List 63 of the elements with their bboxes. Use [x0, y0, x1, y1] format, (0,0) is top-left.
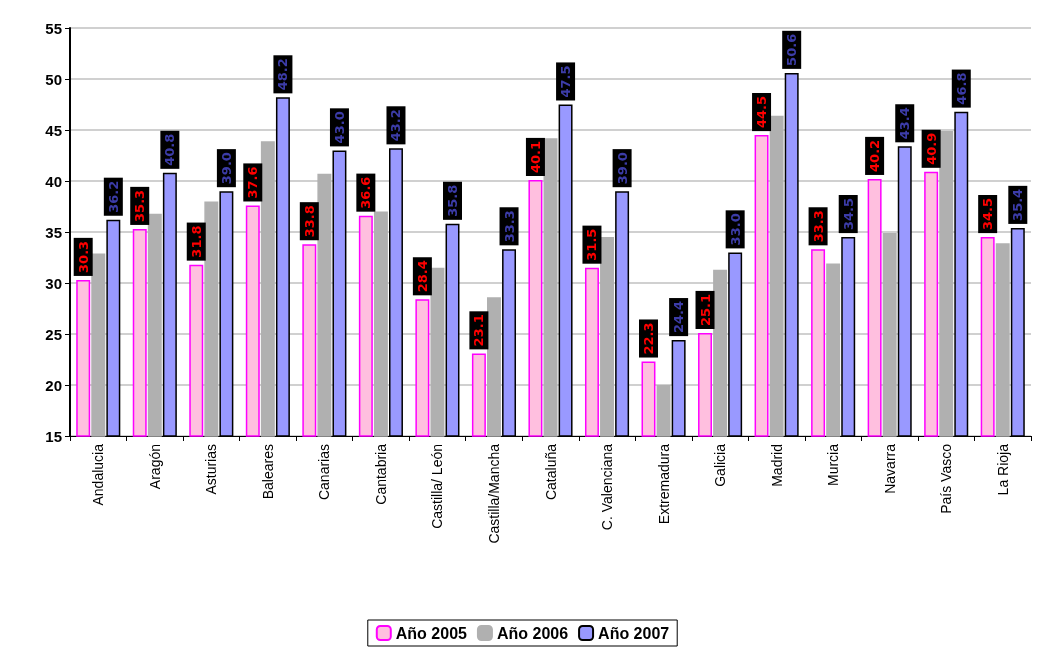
y-tick-label: 25 — [45, 325, 62, 343]
data-label: 50.6 — [784, 33, 800, 66]
data-label: 43.2 — [388, 109, 404, 142]
data-label: 34.5 — [980, 198, 996, 231]
x-tick-label: Canarias — [316, 444, 333, 501]
x-tick-label: Galicia — [712, 443, 729, 487]
legend-label: Año 2007 — [598, 624, 670, 642]
data-label: 35.8 — [445, 184, 461, 217]
data-label: 36.2 — [105, 180, 121, 213]
x-tick-label: Extremadura — [655, 443, 672, 525]
x-tick-label: Castilla/Mancha — [485, 443, 502, 544]
data-label: 30.3 — [75, 240, 91, 273]
x-tick-label: C. Valenciana — [599, 443, 616, 531]
y-tick-label: 45 — [45, 121, 62, 139]
y-tick-label: 50 — [45, 70, 62, 88]
data-label: 35.3 — [132, 189, 148, 222]
data-label: 44.5 — [754, 96, 770, 129]
x-tick-label: Castilla/ León — [429, 444, 446, 529]
data-label: 33.8 — [301, 205, 317, 238]
data-label: 46.8 — [953, 72, 969, 105]
data-label: 28.4 — [414, 260, 430, 293]
data-label: 33.0 — [727, 213, 743, 246]
data-label: 40.2 — [867, 139, 883, 172]
data-label: 40.1 — [527, 140, 543, 173]
data-label: 39.0 — [218, 152, 234, 185]
x-tick-label: Murcia — [825, 443, 842, 487]
data-label: 33.3 — [501, 210, 517, 243]
data-label: 24.4 — [671, 301, 687, 334]
data-label: 22.3 — [640, 322, 656, 355]
data-label: 34.5 — [840, 198, 856, 231]
data-label: 25.1 — [697, 293, 713, 326]
y-tick-label: 40 — [45, 172, 62, 190]
x-tick-label: La Rioja — [994, 443, 1011, 496]
x-tick-label: País Vasco — [938, 443, 955, 514]
data-label: 40.8 — [162, 133, 178, 166]
x-tick-label: Asturias — [203, 444, 220, 495]
data-label: 47.5 — [558, 65, 574, 98]
data-label: 31.8 — [188, 225, 204, 258]
legend-label: Año 2005 — [395, 624, 468, 642]
x-tick-label: Madrid — [768, 444, 785, 487]
x-tick-label: Navarra — [881, 443, 898, 494]
data-label: 33.3 — [810, 210, 826, 243]
x-tick-label: Baleares — [259, 444, 276, 500]
legend-label: Año 2006 — [496, 624, 569, 642]
data-label: 23.1 — [471, 314, 487, 347]
x-tick-label: Cataluña — [542, 443, 559, 501]
y-tick-label: 35 — [45, 223, 62, 241]
y-tick-label: 15 — [45, 427, 62, 445]
data-label: 39.0 — [614, 152, 630, 185]
data-label: 35.4 — [1010, 188, 1026, 221]
data-label: 43.4 — [897, 107, 913, 140]
y-tick-label: 55 — [45, 19, 62, 37]
data-label: 36.6 — [358, 176, 374, 209]
x-tick-label: Aragón — [146, 444, 163, 490]
y-tick-label: 20 — [45, 376, 62, 394]
data-label: 37.6 — [245, 166, 261, 199]
x-tick-label: Andalucia — [90, 443, 107, 506]
y-tick-label: 30 — [45, 274, 62, 292]
data-label: 31.5 — [584, 228, 600, 261]
data-label: 40.9 — [923, 132, 939, 165]
x-tick-label: Cantabria — [372, 443, 389, 505]
data-label: 48.2 — [275, 58, 291, 91]
data-label: 43.0 — [331, 111, 347, 144]
